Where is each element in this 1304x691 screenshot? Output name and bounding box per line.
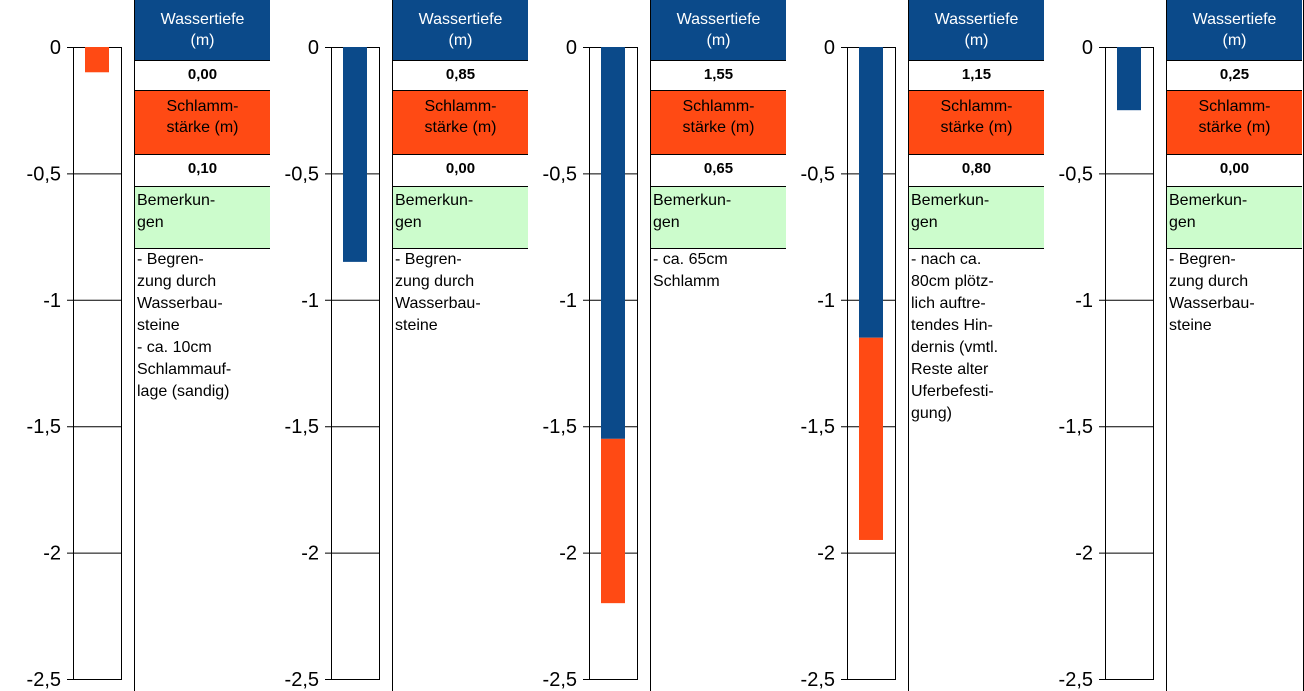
- remarks-text: - Begren- zung durch Wasserbau- steine -…: [137, 251, 232, 400]
- depth-axis-chart-5: 0 -0,5 -1 -1,5 -2 -2,5: [1059, 37, 1154, 691]
- y-tick-label: -1,5: [285, 416, 319, 438]
- water-depth-value: 0,85: [393, 61, 528, 91]
- profile-panel-4: 0 -0,5 -1 -1,5 -2 -2,5 Wassertiefe (m) 1,15 Schl…: [774, 0, 1044, 691]
- profile-panel-5: 0 -0,5 -1 -1,5 -2 -2,5 Wassertiefe (m) 0,25 Schl…: [1032, 0, 1302, 691]
- mud-thickness-header: Schlamm- stärke (m): [651, 91, 786, 155]
- remarks-text: - Begren- zung durch Wasserbau- steine: [1169, 251, 1255, 334]
- water-depth-bar: [859, 47, 883, 338]
- y-tick-label: -1: [43, 290, 61, 312]
- y-tick-label: 0: [566, 37, 577, 59]
- water-depth-header: Wassertiefe (m): [1167, 0, 1302, 61]
- y-tick-label: -1: [301, 290, 319, 312]
- y-tick-label: -0,5: [543, 163, 577, 185]
- profile-panel-1: 0 -0,5 -1 -1,5 -2 -2,5 Wassertiefe (m) 0,00 Schl…: [0, 0, 270, 691]
- y-tick-label: -2,5: [285, 669, 319, 691]
- mud-thickness-value: 0,00: [1167, 155, 1302, 187]
- y-tick-label: -1: [1075, 290, 1093, 312]
- water-depth-bar: [1117, 47, 1141, 111]
- y-tick-label: -1,5: [1059, 416, 1093, 438]
- info-column-1: Wassertiefe (m) 0,00 Schlamm- stärke (m) 0,…: [134, 0, 270, 691]
- mud-thickness-bar: [85, 47, 109, 73]
- mud-thickness-bar: [859, 337, 883, 540]
- remarks-header: Bemerkun- gen: [651, 187, 786, 249]
- water-depth-header: Wassertiefe (m): [135, 0, 270, 61]
- y-tick-label: -2,5: [27, 669, 61, 691]
- y-tick-label: -2,5: [801, 669, 835, 691]
- mud-thickness-value: 0,65: [651, 155, 786, 187]
- depth-axis-chart-1: 0 -0,5 -1 -1,5 -2 -2,5: [27, 37, 122, 691]
- mud-thickness-header: Schlamm- stärke (m): [135, 91, 270, 155]
- water-depth-bar: [343, 47, 367, 262]
- water-depth-header: Wassertiefe (m): [393, 0, 528, 61]
- y-tick-label: 0: [824, 37, 835, 59]
- info-column-3: Wassertiefe (m) 1,55 Schlamm- stärke (m) 0,…: [650, 0, 786, 691]
- mud-thickness-value: 0,00: [393, 155, 528, 187]
- water-depth-header: Wassertiefe (m): [909, 0, 1044, 61]
- y-tick-label: -2,5: [543, 669, 577, 691]
- remarks-text: - Begren- zung durch Wasserbau- steine: [395, 251, 481, 334]
- profile-panel-2: 0 -0,5 -1 -1,5 -2 -2,5 Wassertiefe (m) 0,85 Schl…: [258, 0, 528, 691]
- y-tick-label: -2: [301, 543, 319, 565]
- mud-thickness-value: 0,10: [135, 155, 270, 187]
- depth-axis-chart-3: 0 -0,5 -1 -1,5 -2 -2,5: [543, 37, 638, 691]
- y-tick-label: -0,5: [285, 163, 319, 185]
- mud-thickness-value: 0,80: [909, 155, 1044, 187]
- mud-thickness-bar: [601, 438, 625, 604]
- y-tick-label: -0,5: [801, 163, 835, 185]
- info-column-2: Wassertiefe (m) 0,85 Schlamm- stärke (m) 0,…: [392, 0, 528, 691]
- y-tick-label: -1: [559, 290, 577, 312]
- mud-thickness-header: Schlamm- stärke (m): [1167, 91, 1302, 155]
- y-tick-label: -0,5: [1059, 163, 1093, 185]
- remarks-text: - ca. 65cm Schlamm: [653, 251, 728, 290]
- y-tick-label: -1,5: [27, 416, 61, 438]
- y-tick-label: 0: [308, 37, 319, 59]
- water-depth-bar: [601, 47, 625, 439]
- y-tick-label: -1: [817, 290, 835, 312]
- y-tick-label: -2: [817, 543, 835, 565]
- y-tick-label: 0: [1082, 37, 1093, 59]
- y-tick-label: -2,5: [1059, 669, 1093, 691]
- remarks-text: - nach ca. 80cm plötz- lich auftre- tend…: [911, 251, 999, 422]
- water-depth-value: 0,00: [135, 61, 270, 91]
- plot-frame: [1105, 47, 1154, 680]
- info-column-4: Wassertiefe (m) 1,15 Schlamm- stärke (m) 0,…: [908, 0, 1044, 691]
- water-depth-value: 1,55: [651, 61, 786, 91]
- info-column-5: Wassertiefe (m) 0,25 Schlamm- stärke (m) 0,…: [1166, 0, 1302, 691]
- y-tick-label: -2: [43, 543, 61, 565]
- remarks-header: Bemerkun- gen: [1167, 187, 1302, 249]
- y-tick-label: -1,5: [801, 416, 835, 438]
- mud-thickness-header: Schlamm- stärke (m): [909, 91, 1044, 155]
- water-depth-header: Wassertiefe (m): [651, 0, 786, 61]
- water-depth-value: 0,25: [1167, 61, 1302, 91]
- plot-frame: [73, 47, 122, 680]
- y-tick-label: -0,5: [27, 163, 61, 185]
- mud-thickness-header: Schlamm- stärke (m): [393, 91, 528, 155]
- depth-axis-chart-2: 0 -0,5 -1 -1,5 -2 -2,5: [285, 37, 380, 691]
- y-tick-label: -1,5: [543, 416, 577, 438]
- y-tick-label: 0: [50, 37, 61, 59]
- profile-panel-3: 0 -0,5 -1 -1,5 -2 -2,5 Wassertiefe (m) 1,55 Schl…: [516, 0, 786, 691]
- remarks-header: Bemerkun- gen: [393, 187, 528, 249]
- y-tick-label: -2: [559, 543, 577, 565]
- y-tick-label: -2: [1075, 543, 1093, 565]
- remarks-header: Bemerkun- gen: [135, 187, 270, 249]
- remarks-header: Bemerkun- gen: [909, 187, 1044, 249]
- water-depth-value: 1,15: [909, 61, 1044, 91]
- depth-axis-chart-4: 0 -0,5 -1 -1,5 -2 -2,5: [801, 37, 896, 691]
